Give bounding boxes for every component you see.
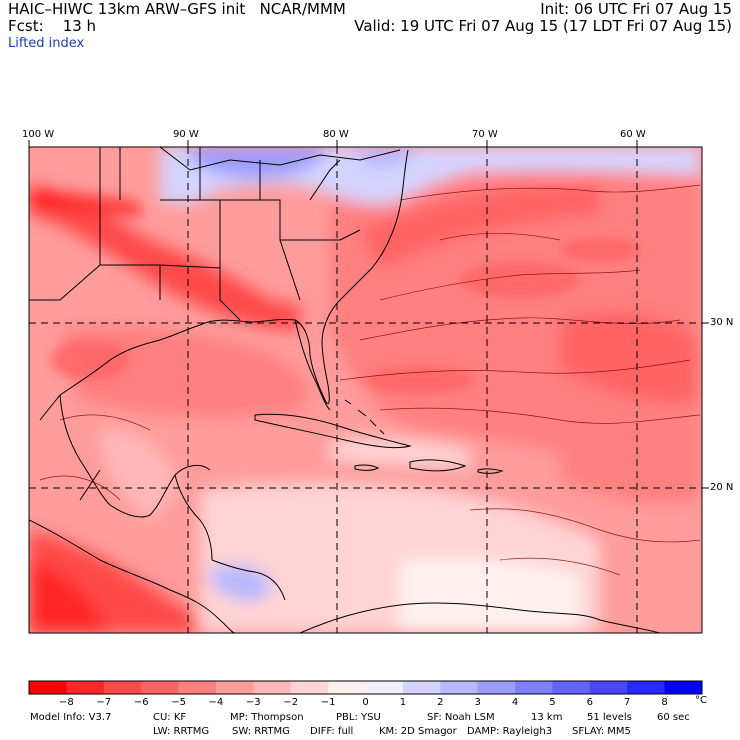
colorbar-swatch — [29, 681, 67, 694]
colorbar-swatch — [440, 681, 479, 694]
colorbar-swatch — [552, 681, 591, 694]
colorbar-swatch — [178, 681, 217, 694]
colorbar-tick-label: 4 — [511, 697, 519, 708]
colorbar-swatch — [66, 681, 105, 694]
colorbar-swatch — [515, 681, 553, 694]
colorbar-frame — [28, 680, 703, 695]
colorbar-unit: °C — [695, 695, 707, 706]
colorbar-tick-label: −3 — [245, 697, 261, 708]
colorbar-tick-label: −6 — [133, 697, 149, 708]
colorbar-tick-label: −1 — [320, 697, 336, 708]
colorbar-swatch — [328, 681, 366, 694]
lon-label-90w: 90 W — [173, 129, 199, 140]
info-resolution: 13 km — [531, 712, 563, 723]
init-time: Init: 06 UTC Fri 07 Aug 15 — [540, 0, 732, 18]
colorbar-swatch — [103, 681, 142, 694]
coastlines — [29, 147, 661, 633]
colorbar-swatch — [253, 681, 292, 694]
info-diff: DIFF: full — [310, 726, 354, 737]
valid-time: Valid: 19 UTC Fri 07 Aug 15 (17 LDT Fri … — [354, 17, 732, 35]
info-km: KM: 2D Smagor — [379, 726, 457, 737]
colorbar-tick-label: −8 — [59, 697, 74, 708]
lifted-index-field — [29, 147, 702, 633]
info-damp: DAMP: Rayleigh3 — [467, 726, 553, 737]
colorbar-tick-label: 1 — [399, 697, 407, 708]
model-title: HAIC–HIWC 13km ARW–GFS init NCAR/MMM — [8, 0, 346, 18]
colorbar-swatch — [215, 681, 254, 694]
axis-ticks — [28, 140, 709, 489]
colorbar-swatch — [290, 681, 329, 694]
colorbar-tick-label: 3 — [474, 697, 481, 708]
map-frame — [28, 146, 703, 634]
colorbar-swatch — [627, 681, 666, 694]
lon-label-70w: 70 W — [472, 129, 498, 140]
colorbar-tick-label: 6 — [586, 697, 593, 708]
colorbar-swatch — [365, 681, 404, 694]
colorbar-tick-label: −2 — [283, 697, 299, 708]
colorbar-tick-label: −5 — [171, 697, 186, 708]
colorbar-tick-label: −4 — [208, 697, 224, 708]
forecast-hour: Fcst: 13 h — [8, 17, 97, 35]
colorbar-swatch — [589, 681, 628, 694]
lat-label-30n: 30 N — [710, 317, 734, 328]
info-mp: MP: Thompson — [230, 712, 304, 723]
info-pbl: PBL: YSU — [336, 712, 381, 723]
colorbar — [28, 680, 703, 695]
lon-label-60w: 60 W — [620, 129, 646, 140]
colorbar-tick-label: 0 — [362, 697, 369, 708]
field-name: Lifted index — [8, 36, 85, 51]
lat-label-20n: 20 N — [710, 482, 734, 493]
info-version: Model Info: V3.7 — [30, 712, 112, 723]
colorbar-tick-label: 5 — [549, 697, 556, 708]
info-lw: LW: RRTMG — [153, 726, 210, 737]
colorbar-swatch — [402, 681, 441, 694]
info-sflay: SFLAY: MM5 — [572, 726, 631, 737]
colorbar-tick-label: 2 — [437, 697, 444, 708]
info-cu: CU: KF — [153, 712, 187, 723]
colorbar-swatch — [664, 681, 703, 694]
info-sf: SF: Noah LSM — [427, 712, 495, 723]
info-timestep: 60 sec — [657, 712, 690, 723]
info-sw: SW: RRTMG — [232, 726, 290, 737]
colorbar-swatch — [477, 681, 516, 694]
lat-lon-grid — [29, 147, 702, 633]
info-levels: 51 levels — [587, 712, 632, 723]
lon-label-80w: 80 W — [323, 129, 349, 140]
colorbar-tick-label: −7 — [96, 697, 112, 708]
colorbar-tick-label: 7 — [624, 697, 631, 708]
colorbar-tick-label: 8 — [661, 697, 668, 708]
colorbar-swatch — [141, 681, 180, 694]
lon-label-100w: 100 W — [22, 129, 55, 140]
